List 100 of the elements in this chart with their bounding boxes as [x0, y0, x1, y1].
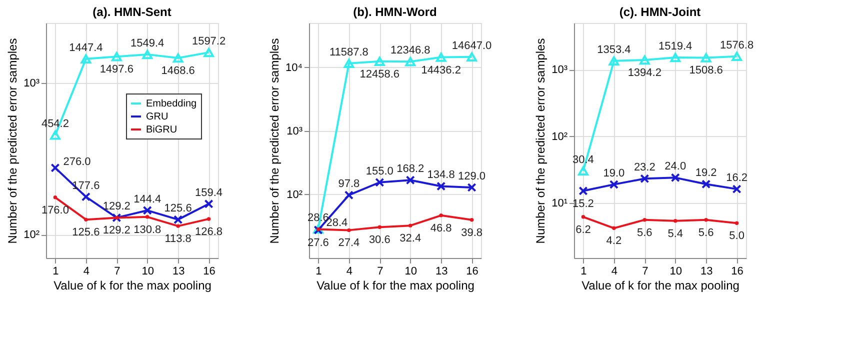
data-label: 28.4 [326, 217, 348, 230]
point [578, 166, 588, 176]
data-label: 125.6 [164, 202, 192, 215]
data-label: 144.4 [134, 193, 162, 206]
point [732, 184, 742, 194]
data-label: 6.2 [576, 224, 591, 236]
data-label: 276.0 [63, 156, 91, 168]
data-label: 14647.0 [452, 40, 492, 52]
data-label: 159.4 [195, 186, 223, 199]
data-label: 11587.8 [329, 46, 368, 58]
x-tick-label: 10 [142, 266, 154, 278]
data-label: 1508.6 [689, 64, 723, 77]
x-tick-label: 7 [377, 266, 384, 278]
data-label: 125.6 [72, 226, 100, 239]
data-label: 1597.2 [192, 35, 226, 48]
point [84, 218, 88, 222]
point [436, 52, 446, 62]
point [470, 218, 474, 222]
data-label: 1519.4 [658, 40, 692, 53]
point [344, 190, 354, 200]
x-tick-label: 13 [700, 266, 713, 278]
point [734, 221, 739, 225]
data-label: 97.8 [338, 178, 360, 190]
data-label: 16.2 [726, 172, 748, 184]
x-tick-label: 7 [642, 266, 648, 278]
data-label: 1353.4 [597, 44, 631, 56]
data-label: 27.4 [338, 237, 360, 250]
y-tick-label: 10¹ [552, 198, 568, 210]
y-tick-label: 10² [552, 130, 568, 143]
data-label: 129.2 [102, 200, 130, 213]
x-tick-label: 7 [114, 266, 120, 278]
data-label: 5.6 [698, 226, 714, 239]
point [375, 178, 384, 187]
y-axis-title: Number of the predicted error samples [6, 38, 20, 244]
point [732, 52, 742, 62]
point [581, 215, 586, 219]
x-axis-title: Value of k for the max pooling [582, 278, 740, 292]
point [374, 56, 385, 66]
point [347, 228, 351, 232]
point [204, 48, 214, 58]
data-label: 12346.8 [390, 44, 430, 57]
legend-label: Embedding [146, 98, 197, 110]
legend-label: GRU [146, 112, 168, 122]
data-label: 168.2 [396, 163, 424, 176]
point [112, 213, 122, 222]
data-label: 32.4 [400, 232, 422, 245]
chart-title: (c). HMN-Joint [619, 5, 701, 19]
point [436, 182, 446, 191]
x-axis-title: Value of k for the max pooling [316, 278, 474, 292]
x-tick-label: 16 [731, 266, 744, 278]
point [176, 224, 180, 228]
y-tick-label: 10³ [552, 64, 568, 76]
data-label: 1549.4 [130, 37, 164, 50]
data-label: 5.0 [729, 230, 744, 242]
data-label: 155.0 [366, 165, 394, 178]
x-axis-title: Value of k for the max pooling [54, 278, 212, 292]
chart-title: (a). HMN-Sent [92, 5, 172, 19]
data-label: 12458.6 [360, 68, 400, 80]
data-label: 1576.8 [720, 39, 754, 52]
data-label: 46.8 [430, 222, 452, 234]
data-label: 27.6 [308, 236, 329, 249]
point [53, 196, 58, 200]
point [172, 53, 184, 63]
point [111, 52, 122, 62]
point [670, 173, 680, 182]
point [700, 53, 712, 62]
point [114, 216, 119, 220]
data-label: 126.8 [195, 226, 223, 238]
data-label: 1468.6 [161, 64, 195, 77]
point [439, 214, 443, 218]
x-tick-label: 1 [316, 266, 322, 278]
point [609, 180, 618, 189]
point [50, 163, 60, 172]
point [142, 206, 152, 215]
x-tick-label: 16 [466, 266, 478, 278]
data-label: 129.0 [458, 170, 486, 182]
data-label: 176.0 [41, 204, 69, 216]
x-tick-label: 10 [404, 266, 417, 278]
data-label: 23.2 [634, 162, 656, 174]
chart-title: (b). HMN-Word [353, 5, 437, 19]
point [204, 199, 214, 208]
point [405, 56, 416, 66]
data-label: 24.0 [664, 160, 686, 173]
point [142, 50, 153, 60]
point [578, 186, 588, 196]
point [174, 215, 183, 224]
point [670, 52, 681, 62]
data-label: 15.2 [572, 198, 594, 210]
data-label: 1447.4 [69, 42, 103, 54]
point [206, 217, 211, 221]
data-label: 39.8 [461, 226, 482, 239]
x-tick-label: 1 [52, 266, 59, 278]
y-tick-label: 10⁴ [286, 62, 303, 74]
data-label: 30.6 [368, 234, 390, 246]
data-label: 134.8 [427, 169, 455, 182]
point [673, 219, 678, 223]
y-tick-label: 10³ [24, 78, 40, 90]
x-tick-label: 13 [172, 266, 185, 278]
data-label: 14436.2 [421, 64, 461, 76]
point [344, 58, 354, 68]
